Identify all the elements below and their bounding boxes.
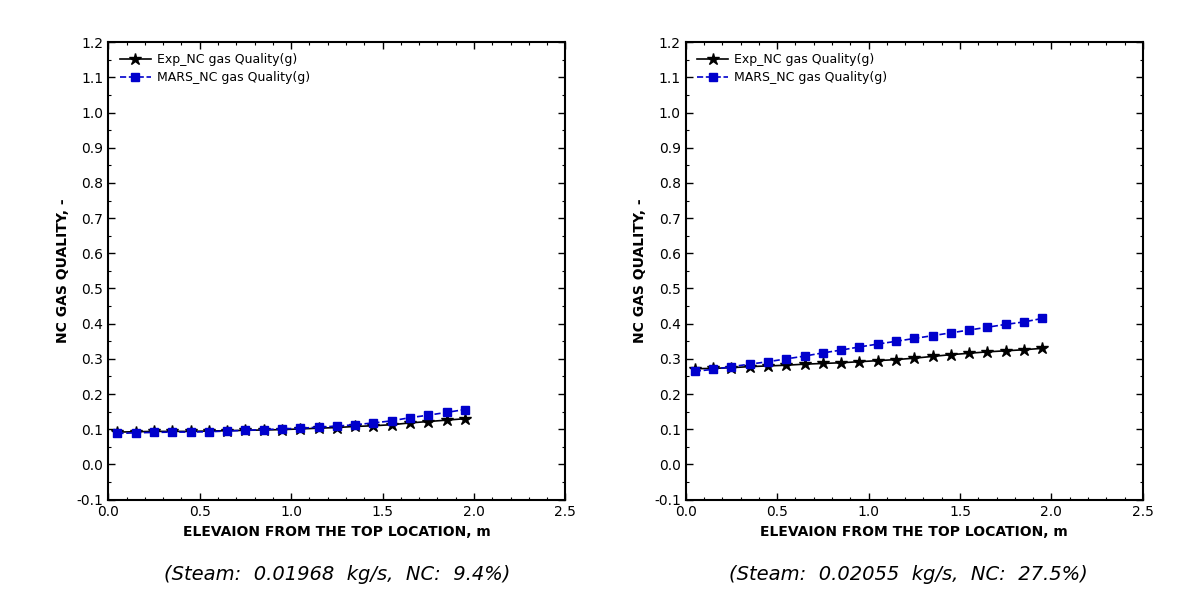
- Exp_NC gas Quality(g): [274, 426, 289, 433]
- Exp_NC gas Quality(g): [183, 428, 197, 435]
- Text: (Steam:  0.01968  kg/s,  NC:  9.4%): (Steam: 0.01968 kg/s, NC: 9.4%): [164, 565, 510, 584]
- Exp_NC gas Quality(g): [889, 356, 903, 363]
- Exp_NC gas Quality(g): [457, 415, 472, 423]
- Exp_NC gas Quality(g): [256, 426, 271, 433]
- Exp_NC gas Quality(g): [980, 348, 995, 355]
- Exp_NC gas Quality(g): [165, 428, 179, 435]
- Exp_NC gas Quality(g): [147, 428, 161, 435]
- MARS_NC gas Quality(g): [925, 332, 940, 340]
- MARS_NC gas Quality(g): [183, 429, 197, 436]
- Exp_NC gas Quality(g): [202, 427, 217, 435]
- MARS_NC gas Quality(g): [760, 358, 775, 365]
- MARS_NC gas Quality(g): [457, 406, 472, 413]
- Exp_NC gas Quality(g): [688, 365, 703, 373]
- Exp_NC gas Quality(g): [330, 424, 344, 431]
- Line: MARS_NC gas Quality(g): MARS_NC gas Quality(g): [113, 405, 469, 438]
- Exp_NC gas Quality(g): [780, 362, 794, 369]
- Exp_NC gas Quality(g): [798, 361, 812, 368]
- Exp_NC gas Quality(g): [366, 422, 380, 429]
- Legend: Exp_NC gas Quality(g), MARS_NC gas Quality(g): Exp_NC gas Quality(g), MARS_NC gas Quali…: [114, 48, 315, 89]
- Line: Exp_NC gas Quality(g): Exp_NC gas Quality(g): [111, 412, 472, 438]
- MARS_NC gas Quality(g): [147, 429, 161, 436]
- Exp_NC gas Quality(g): [421, 418, 435, 425]
- MARS_NC gas Quality(g): [274, 425, 289, 432]
- MARS_NC gas Quality(g): [202, 428, 217, 435]
- Exp_NC gas Quality(g): [998, 347, 1013, 355]
- MARS_NC gas Quality(g): [312, 424, 326, 431]
- Exp_NC gas Quality(g): [1017, 346, 1031, 353]
- Exp_NC gas Quality(g): [871, 357, 885, 364]
- Exp_NC gas Quality(g): [943, 351, 958, 358]
- MARS_NC gas Quality(g): [129, 429, 143, 436]
- MARS_NC gas Quality(g): [1035, 315, 1049, 322]
- Exp_NC gas Quality(g): [760, 362, 775, 370]
- MARS_NC gas Quality(g): [238, 427, 253, 434]
- MARS_NC gas Quality(g): [348, 421, 362, 428]
- MARS_NC gas Quality(g): [165, 429, 179, 436]
- Exp_NC gas Quality(g): [385, 421, 399, 428]
- MARS_NC gas Quality(g): [724, 363, 739, 370]
- Exp_NC gas Quality(g): [403, 420, 417, 427]
- MARS_NC gas Quality(g): [980, 324, 995, 331]
- Exp_NC gas Quality(g): [816, 360, 830, 367]
- Exp_NC gas Quality(g): [925, 353, 940, 360]
- MARS_NC gas Quality(g): [943, 329, 958, 337]
- MARS_NC gas Quality(g): [366, 420, 380, 427]
- Exp_NC gas Quality(g): [220, 427, 235, 434]
- MARS_NC gas Quality(g): [256, 426, 271, 433]
- MARS_NC gas Quality(g): [780, 355, 794, 362]
- MARS_NC gas Quality(g): [294, 424, 308, 432]
- Exp_NC gas Quality(g): [348, 423, 362, 430]
- Exp_NC gas Quality(g): [1035, 345, 1049, 352]
- Exp_NC gas Quality(g): [742, 363, 757, 370]
- Exp_NC gas Quality(g): [724, 364, 739, 371]
- MARS_NC gas Quality(g): [871, 341, 885, 348]
- MARS_NC gas Quality(g): [816, 349, 830, 356]
- Exp_NC gas Quality(g): [238, 427, 253, 434]
- Text: (Steam:  0.02055  kg/s,  NC:  27.5%): (Steam: 0.02055 kg/s, NC: 27.5%): [729, 565, 1088, 584]
- Line: MARS_NC gas Quality(g): MARS_NC gas Quality(g): [691, 314, 1047, 376]
- Y-axis label: NC GAS QUALITY, -: NC GAS QUALITY, -: [633, 199, 647, 343]
- MARS_NC gas Quality(g): [889, 338, 903, 345]
- X-axis label: ELEVAION FROM THE TOP LOCATION, m: ELEVAION FROM THE TOP LOCATION, m: [183, 526, 491, 539]
- MARS_NC gas Quality(g): [330, 423, 344, 430]
- MARS_NC gas Quality(g): [421, 412, 435, 419]
- MARS_NC gas Quality(g): [220, 427, 235, 435]
- Exp_NC gas Quality(g): [706, 365, 721, 372]
- Exp_NC gas Quality(g): [834, 359, 848, 367]
- Legend: Exp_NC gas Quality(g), MARS_NC gas Quality(g): Exp_NC gas Quality(g), MARS_NC gas Quali…: [692, 48, 893, 89]
- MARS_NC gas Quality(g): [1017, 318, 1031, 326]
- MARS_NC gas Quality(g): [706, 366, 721, 373]
- X-axis label: ELEVAION FROM THE TOP LOCATION, m: ELEVAION FROM THE TOP LOCATION, m: [760, 526, 1068, 539]
- MARS_NC gas Quality(g): [998, 321, 1013, 328]
- MARS_NC gas Quality(g): [742, 361, 757, 368]
- MARS_NC gas Quality(g): [688, 368, 703, 375]
- Line: Exp_NC gas Quality(g): Exp_NC gas Quality(g): [688, 342, 1049, 375]
- Exp_NC gas Quality(g): [962, 350, 977, 357]
- MARS_NC gas Quality(g): [385, 417, 399, 424]
- MARS_NC gas Quality(g): [111, 430, 125, 437]
- MARS_NC gas Quality(g): [834, 347, 848, 354]
- MARS_NC gas Quality(g): [962, 326, 977, 334]
- MARS_NC gas Quality(g): [403, 414, 417, 421]
- Exp_NC gas Quality(g): [129, 428, 143, 435]
- Exp_NC gas Quality(g): [439, 417, 454, 424]
- Exp_NC gas Quality(g): [111, 429, 125, 436]
- MARS_NC gas Quality(g): [439, 409, 454, 416]
- MARS_NC gas Quality(g): [852, 343, 866, 350]
- Y-axis label: NC GAS QUALITY, -: NC GAS QUALITY, -: [55, 199, 70, 343]
- MARS_NC gas Quality(g): [907, 335, 921, 342]
- Exp_NC gas Quality(g): [312, 424, 326, 432]
- Exp_NC gas Quality(g): [294, 425, 308, 432]
- MARS_NC gas Quality(g): [798, 352, 812, 359]
- Exp_NC gas Quality(g): [907, 355, 921, 362]
- Exp_NC gas Quality(g): [852, 358, 866, 365]
